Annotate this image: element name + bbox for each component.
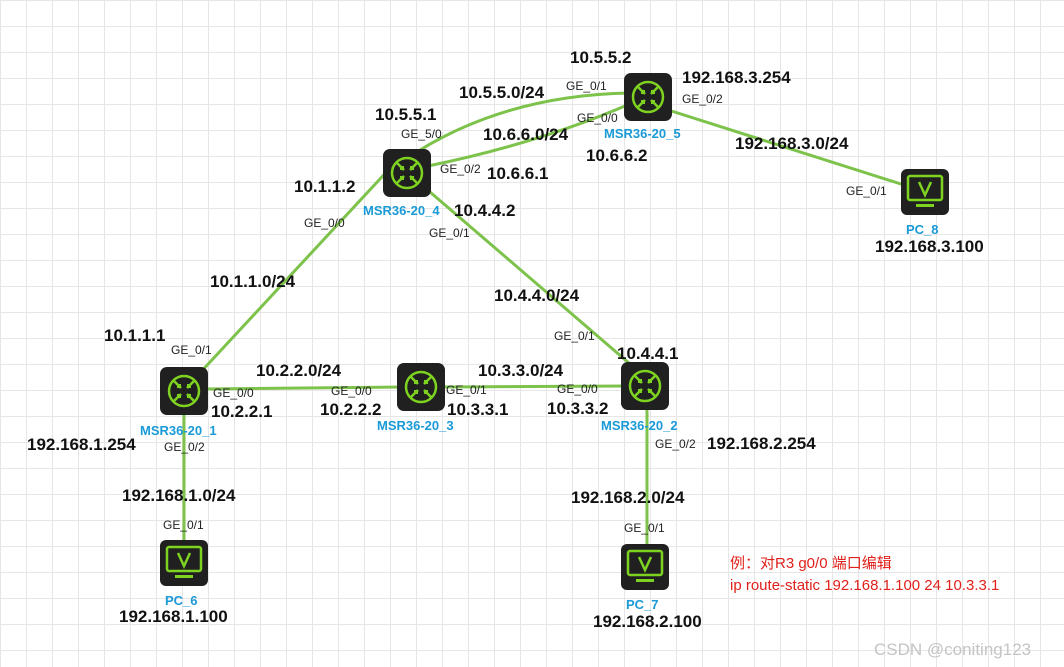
ip-label-r1-r4-a: 10.1.1.1 [104, 326, 166, 345]
note-line-2: ip route-static 192.168.1.100 24 10.3.3.… [730, 577, 1000, 594]
ip-label-r4-r2-b: 10.4.4.1 [617, 344, 679, 363]
pc-icon [906, 174, 944, 207]
router-r3[interactable] [397, 363, 445, 411]
port-label-r1-pc6-b: GE_0/1 [163, 518, 204, 532]
port-label-r3-r2-a: GE_0/1 [446, 383, 487, 397]
link-r3-r2 [439, 384, 628, 389]
port-label-r1-r4-b: GE_0/0 [304, 216, 345, 230]
link-r5-pc8 [661, 106, 905, 187]
router-icon [167, 374, 201, 408]
pc-icon [626, 549, 664, 582]
port-label-r2-pc7-b: GE_0/1 [624, 521, 665, 535]
router-icon [404, 370, 438, 404]
ip-label-r4-r5-b-b: 10.6.6.2 [586, 146, 648, 165]
port-label-r5-pc8-a: GE_0/2 [682, 92, 723, 106]
pc7-ip: 192.168.2.100 [593, 612, 702, 631]
pc-8[interactable] [901, 169, 949, 215]
port-label-r4-r5-a-a: GE_5/0 [401, 127, 442, 141]
pc6-ip: 192.168.1.100 [119, 607, 228, 626]
ip-label-r1-r3-a: 10.2.2.1 [211, 402, 273, 421]
router-r2[interactable] [621, 362, 669, 410]
watermark: CSDN @coniting123 [874, 640, 1032, 659]
device-name-r4: MSR36-20_4 [363, 203, 440, 218]
router-icon [390, 156, 424, 190]
ip-label-r4-r5-a-b: 10.5.5.2 [570, 48, 632, 67]
port-label-r4-r5-b-a: GE_0/2 [440, 162, 481, 176]
router-r4[interactable] [383, 149, 431, 197]
ip-label-r4-r5-a-a: 10.5.5.1 [375, 105, 437, 124]
port-label-r1-r4-a: GE_0/1 [171, 343, 212, 357]
link-r1-r3 [205, 385, 405, 391]
ip-label-r5-pc8-a: 192.168.3.254 [682, 68, 791, 87]
pc-icon [165, 545, 203, 578]
ip-label-r2-pc7-a: 192.168.2.254 [707, 434, 816, 453]
port-label-r2-pc7-a: GE_0/2 [655, 437, 696, 451]
network-label-r1-r3: 10.2.2.0/24 [256, 361, 342, 380]
ip-label-r1-r3-b: 10.2.2.2 [320, 400, 382, 419]
link-r4-r5-a [419, 91, 631, 152]
port-label-r5-pc8-b: GE_0/1 [846, 184, 887, 198]
network-label-r4-r5-b: 10.6.6.0/24 [483, 125, 569, 144]
network-label-r1-r4: 10.1.1.0/24 [210, 272, 296, 291]
device-name-r1: MSR36-20_1 [140, 423, 217, 438]
port-label-r4-r2-b: GE_0/1 [554, 329, 595, 343]
network-label-r1-pc6: 192.168.1.0/24 [122, 486, 236, 505]
ip-label-r3-r2-a: 10.3.3.1 [447, 400, 509, 419]
port-label-r4-r5-a-b: GE_0/1 [566, 79, 607, 93]
port-label-r4-r2-a: GE_0/1 [429, 226, 470, 240]
network-label-r3-r2: 10.3.3.0/24 [478, 361, 564, 380]
router-icon [628, 369, 662, 403]
pc-6[interactable] [160, 540, 208, 586]
device-name-r3: MSR36-20_3 [377, 418, 454, 433]
device-name-pc8: PC_8 [906, 222, 939, 237]
ip-label-r4-r2-a: 10.4.4.2 [454, 201, 516, 220]
pc-7[interactable] [621, 544, 669, 590]
network-label-r4-r2: 10.4.4.0/24 [494, 286, 580, 305]
port-label-r1-r3-b: GE_0/0 [331, 384, 372, 398]
network-label-r2-pc7: 192.168.2.0/24 [571, 488, 685, 507]
links-layer [182, 91, 905, 544]
device-name-r5: MSR36-20_5 [604, 126, 681, 141]
port-label-r3-r2-b: GE_0/0 [557, 382, 598, 396]
port-label-r1-pc6-a: GE_0/2 [164, 440, 205, 454]
note-line-1: 例：对R3 g0/0 端口编辑 [730, 555, 892, 572]
router-icon [631, 80, 665, 114]
ip-label-r4-r5-b-a: 10.6.6.1 [487, 164, 549, 183]
device-name-r2: MSR36-20_2 [601, 418, 678, 433]
network-label-r4-r5-a: 10.5.5.0/24 [459, 83, 545, 102]
router-r5[interactable] [624, 73, 672, 121]
router-r1[interactable] [160, 367, 208, 415]
device-name-pc7: PC_7 [626, 597, 659, 612]
link-r1-r4 [196, 164, 394, 377]
ip-label-r1-pc6-a: 192.168.1.254 [27, 435, 136, 454]
pc8-ip: 192.168.3.100 [875, 237, 984, 256]
ip-label-r3-r2-b: 10.3.3.2 [547, 399, 609, 418]
link-r4-r5-b [427, 101, 633, 168]
link-r4-r2 [422, 184, 638, 372]
device-name-pc6: PC_6 [165, 593, 198, 608]
network-label-r5-pc8: 192.168.3.0/24 [735, 134, 849, 153]
port-label-r4-r5-b-b: GE_0/0 [577, 111, 618, 125]
port-label-r1-r3-a: GE_0/0 [213, 386, 254, 400]
ip-label-r1-r4-b: 10.1.1.2 [294, 177, 356, 196]
